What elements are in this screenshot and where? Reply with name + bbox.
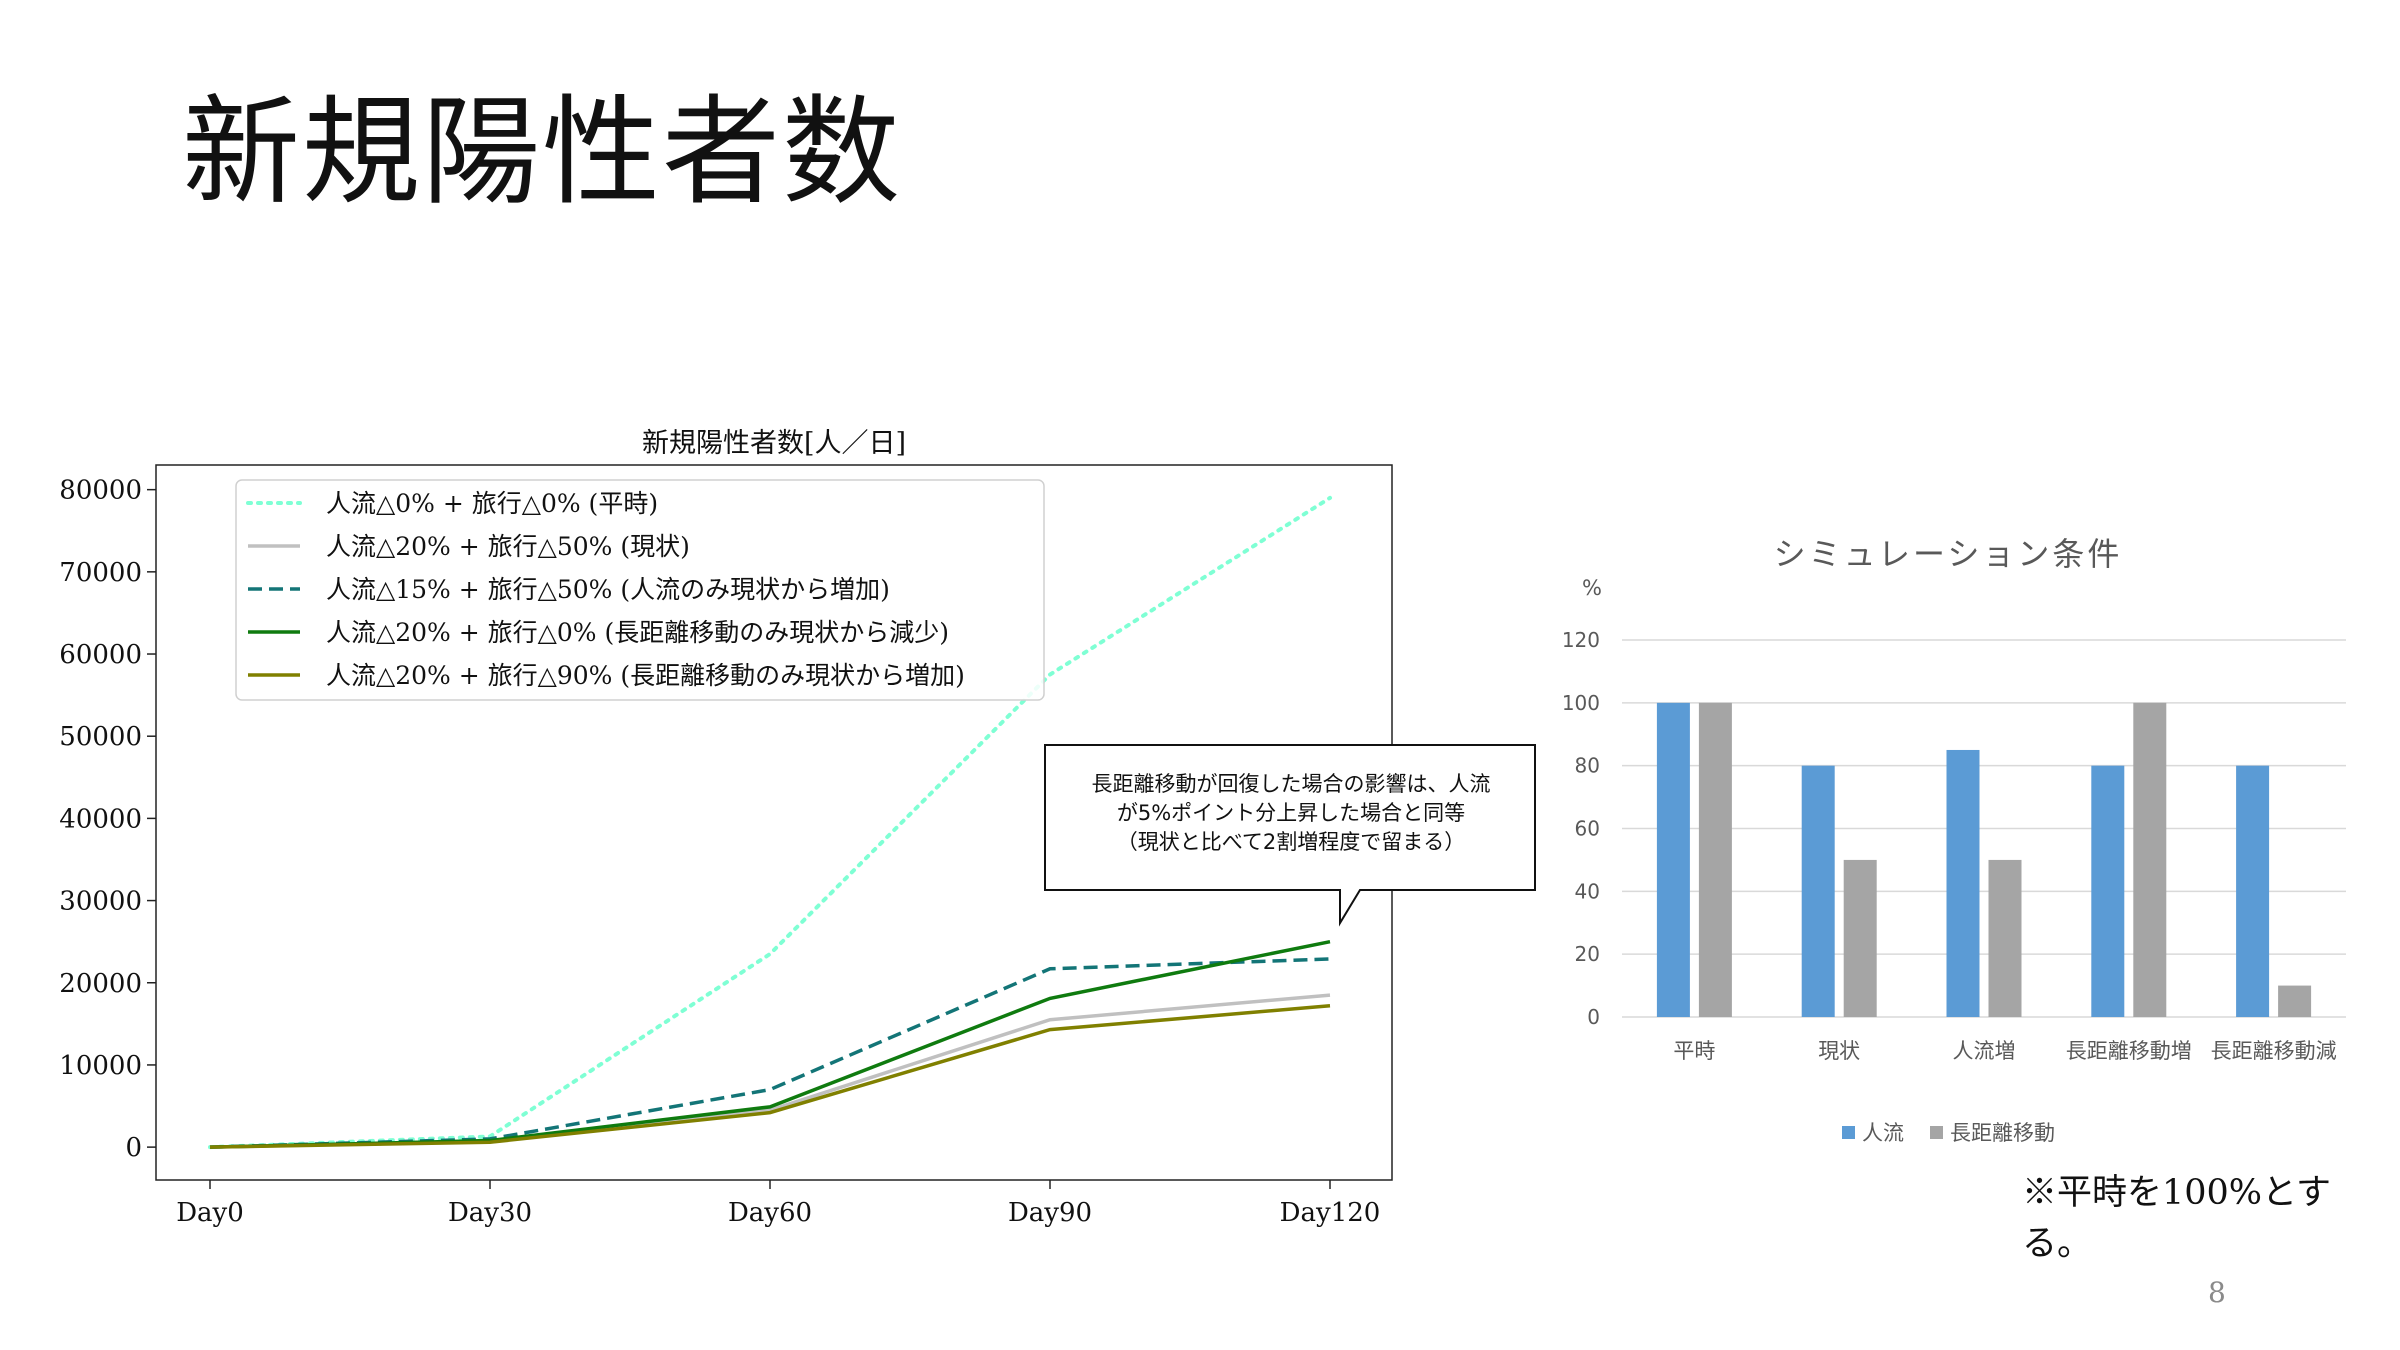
legend-label: 人流△20% + 旅行△50% (現状): [326, 532, 690, 561]
legend-label: 人流: [1862, 1121, 1904, 1145]
bar: [2133, 702, 2167, 1017]
y-tick-label: 30000: [59, 887, 142, 917]
bar: [1946, 749, 1980, 1017]
series-line: [209, 1004, 1331, 1149]
chart-legend: 人流 長距離移動: [1842, 1121, 2055, 1145]
x-tick-label: 長距離移動増: [2066, 1039, 2192, 1063]
bar: [2236, 765, 2270, 1017]
y-tick-label: 50000: [59, 722, 142, 752]
x-tick-label: Day120: [1280, 1198, 1381, 1228]
footnote: ※平時を100%とする。: [2022, 1173, 2332, 1264]
y-tick-label: 20000: [59, 969, 142, 999]
y-tick-label: 10000: [59, 1051, 142, 1081]
series-line: [209, 957, 1331, 1149]
x-tick-label: Day30: [448, 1198, 532, 1228]
legend-label: 人流△20% + 旅行△0% (長距離移動のみ現状から減少): [326, 618, 949, 647]
bar: [1843, 859, 1877, 1017]
bar: [2278, 985, 2312, 1017]
bar: [1656, 702, 1690, 1017]
y-tick-label: 0: [125, 1133, 142, 1163]
legend-label: 人流△15% + 旅行△50% (人流のみ現状から増加): [326, 575, 890, 604]
y-tick-label: 40000: [59, 804, 142, 834]
page-title: 新規陽性者数: [182, 83, 903, 221]
callout-bubble: [1044, 744, 1536, 927]
series-line: [209, 993, 1331, 1149]
y-tick-label: 70000: [59, 558, 142, 588]
bar: [1988, 859, 2022, 1017]
legend-swatch: [1842, 1126, 1855, 1139]
x-tick-label: 人流増: [1953, 1039, 2016, 1063]
x-tick-label: 平時: [1673, 1039, 1715, 1063]
x-tick-label: Day90: [1008, 1198, 1092, 1228]
y-axis-label: %: [1582, 576, 1602, 600]
legend-label: 長距離移動: [1950, 1121, 2055, 1145]
callout-line: が5%ポイント分上昇した場合と同等: [1116, 801, 1466, 825]
y-tick-label: 60000: [59, 640, 142, 670]
series-line: [208, 495, 1332, 1150]
bar: [2091, 765, 2125, 1017]
chart-legend: 人流△0% + 旅行△0% (平時) 人流△20% + 旅行△50% (現状) 人流…: [235, 479, 1045, 701]
bar: [1801, 765, 1835, 1017]
legend-label: 人流△0% + 旅行△0% (平時): [326, 489, 658, 518]
legend-box: [235, 479, 1045, 701]
chart-title: シミュレーション条件: [1774, 535, 2123, 573]
y-tick-label: 80000: [59, 476, 142, 506]
y-tick-label: 40: [1575, 879, 1600, 903]
legend-swatch: [1930, 1126, 1943, 1139]
y-tick-label: 100: [1562, 691, 1600, 715]
y-tick-label: 80: [1575, 754, 1600, 778]
y-tick-label: 20: [1575, 942, 1600, 966]
chart-title: 新規陽性者数[人／日]: [642, 428, 906, 459]
y-tick-label: 120: [1562, 628, 1600, 652]
y-tick-label: 60: [1575, 817, 1600, 841]
bar: [1698, 702, 1732, 1017]
callout-text: 長距離移動が回復した場合の影響は、人流 が5%ポイント分上昇した場合と同等 （現…: [1046, 770, 1536, 857]
x-tick-label: 現状: [1818, 1039, 1860, 1063]
bar-chart: シミュレーション条件%020406080100120平時 現状 人流増 長距離移動増長…: [1562, 535, 2346, 1145]
line-chart: 新規陽性者数[人／日] 0 10000 20000 30000 40000 50000 600…: [59, 428, 1393, 1228]
series-line: [209, 939, 1331, 1149]
callout-line: 長距離移動が回復した場合の影響は、人流: [1091, 772, 1491, 796]
y-tick-label: 0: [1587, 1005, 1600, 1029]
page-number: 8: [2208, 1276, 2226, 1309]
x-tick-label: Day60: [728, 1198, 812, 1228]
callout-shape: [1044, 744, 1536, 927]
x-tick-label: Day0: [176, 1198, 244, 1228]
x-tick-label: 長距離移動減: [2211, 1039, 2337, 1063]
callout-line: （現状と比べて2割増程度で留まる）: [1116, 830, 1466, 854]
legend-label: 人流△20% + 旅行△90% (長距離移動のみ現状から増加): [326, 661, 965, 690]
